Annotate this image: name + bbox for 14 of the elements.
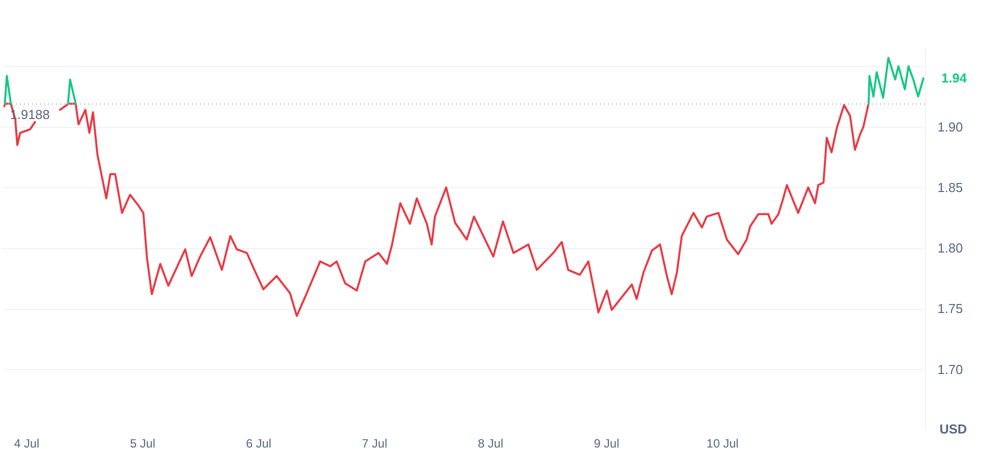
y-tick-label: 1.85 <box>938 180 963 195</box>
annotation: 1.94 <box>941 70 968 86</box>
x-tick-label: 4 Jul <box>14 436 40 450</box>
x-tick-label: 7 Jul <box>362 436 388 450</box>
x-tick-label: 10 Jul <box>706 436 739 450</box>
x-tick-label: 6 Jul <box>246 436 272 450</box>
y-tick-label: 1.70 <box>938 362 963 377</box>
x-tick-label: 5 Jul <box>130 436 156 450</box>
y-tick-label: 1.80 <box>938 240 963 256</box>
x-tick-label: 8 Jul <box>478 436 504 450</box>
x-tick-label: 9 Jul <box>594 436 620 450</box>
y-axis-title: USD <box>940 422 967 436</box>
y-tick-label: 1.90 <box>938 119 963 134</box>
y-tick-label: 1.75 <box>938 301 963 316</box>
